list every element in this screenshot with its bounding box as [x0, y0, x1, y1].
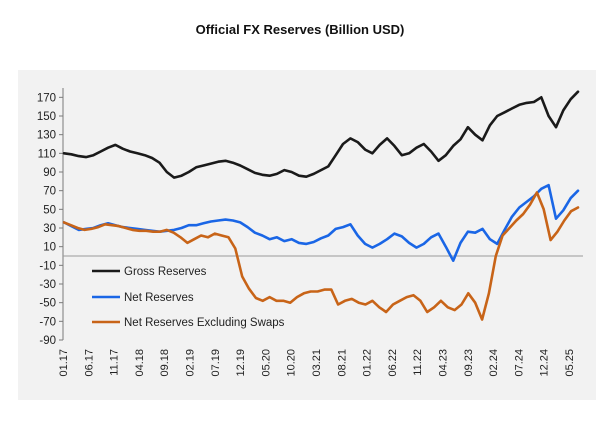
x-tick-label: 09.18	[159, 349, 171, 377]
y-tick-label: 130	[37, 130, 56, 142]
legend-label: Gross Reserves	[124, 266, 207, 278]
y-tick-label: 10	[43, 242, 56, 254]
y-tick-label: -70	[39, 316, 56, 328]
y-tick-label: 90	[43, 167, 56, 179]
x-tick-label: 01.22	[362, 349, 374, 377]
y-tick-label: -90	[39, 335, 56, 347]
x-tick-label: 03.21	[311, 349, 323, 377]
x-tick-label: 10.20	[286, 349, 298, 377]
x-tick-label: 04.23	[438, 349, 450, 377]
y-tick-label: -50	[39, 298, 56, 310]
series-line-2	[62, 191, 580, 321]
chart-title: Official FX Reserves (Billion USD)	[195, 22, 405, 37]
x-tick-label: 08.21	[336, 349, 348, 377]
series-line-1	[62, 183, 580, 263]
y-tick-label: 110	[38, 148, 56, 160]
x-tick-label: 11.22	[412, 349, 424, 376]
y-tick-label: 170	[37, 92, 56, 104]
legend-label: Net Reserves	[124, 292, 194, 304]
x-tick-label: 05.20	[260, 349, 272, 377]
x-tick-label: 09.23	[463, 349, 475, 377]
x-tick-label: 12.24	[539, 349, 551, 377]
plot-panel	[18, 70, 596, 400]
y-tick-label: 50	[43, 204, 56, 216]
x-tick-label: 01.17	[58, 349, 70, 377]
y-tick-label: 30	[43, 223, 56, 235]
x-tick-label: 11.17	[109, 349, 121, 376]
x-tick-label: 05.25	[564, 349, 576, 377]
y-tick-label: -30	[39, 279, 56, 291]
y-tick-label: 150	[37, 111, 56, 123]
x-tick-label: 07.24	[513, 349, 525, 377]
y-tick-label: 70	[43, 186, 56, 198]
x-tick-label: 04.18	[134, 349, 146, 377]
series-line-0	[62, 90, 580, 179]
x-tick-label: 06.17	[83, 349, 95, 377]
x-tick-label: 02.19	[185, 349, 197, 377]
x-tick-label: 12.19	[235, 349, 247, 377]
legend-label: Net Reserves Excluding Swaps	[124, 317, 285, 329]
x-tick-label: 06.22	[387, 349, 399, 377]
x-tick-label: 07.19	[210, 349, 222, 377]
x-tick-label: 02.24	[488, 349, 500, 377]
y-tick-label: -10	[39, 260, 56, 272]
